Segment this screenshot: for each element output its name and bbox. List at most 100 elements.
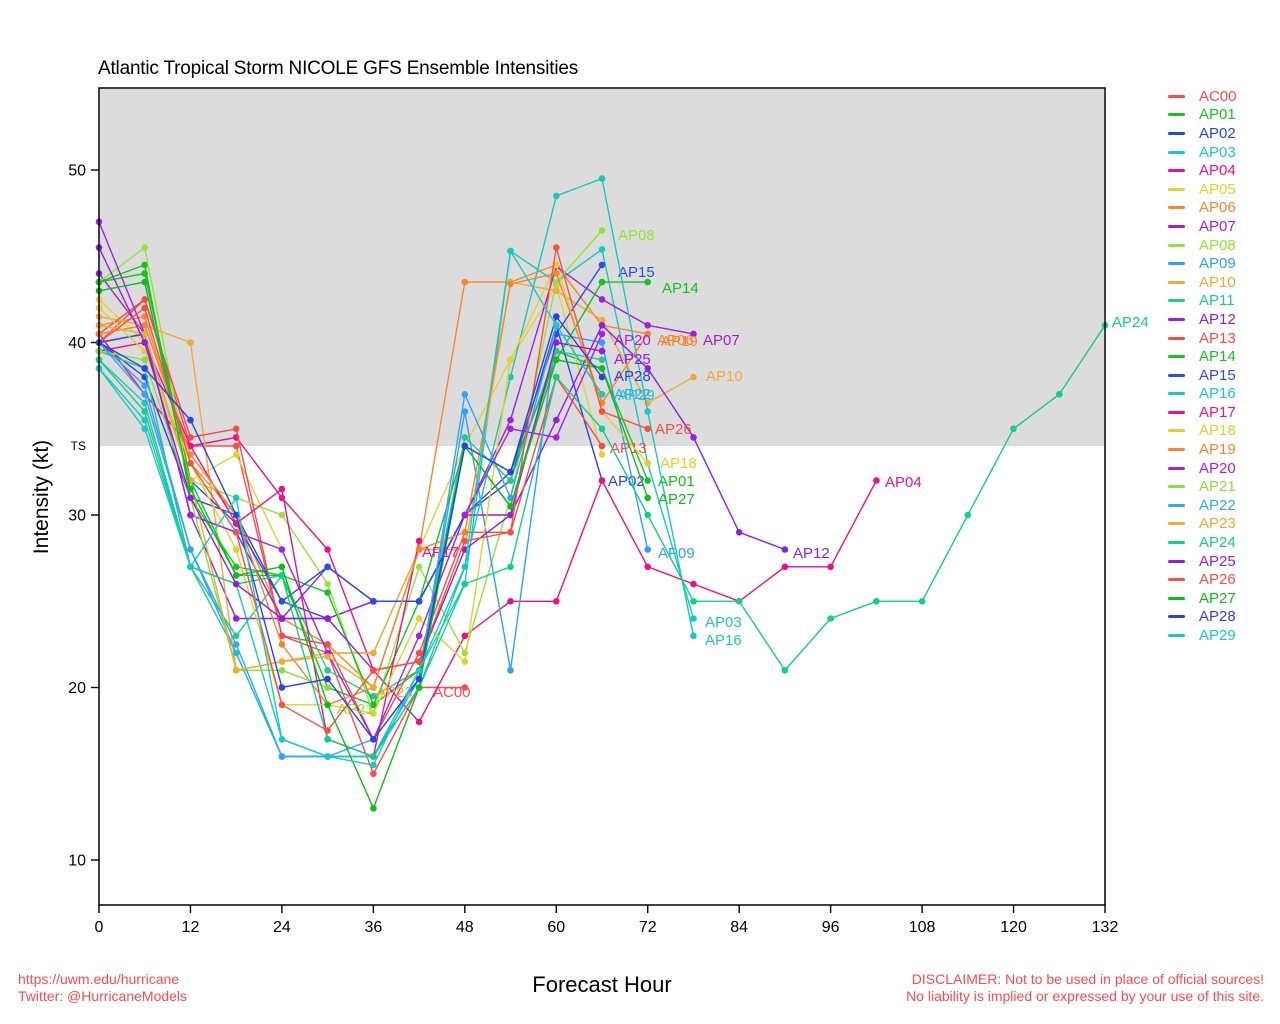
series-point-AP24 <box>370 753 377 760</box>
legend-item-AP11: AP11 <box>1168 292 1237 311</box>
legend-label-AP27: AP27 <box>1199 589 1236 607</box>
series-point-AP10 <box>187 339 194 346</box>
series-point-AP25 <box>598 347 606 355</box>
series-point-AP23 <box>324 653 331 660</box>
series-point-AP12 <box>553 416 560 424</box>
legend-label-AP19: AP19 <box>1199 441 1236 459</box>
disclaimer-line2: No liability is implied or expressed by … <box>906 988 1264 1004</box>
series-point-AP24 <box>553 373 560 381</box>
x-tick-label: 84 <box>730 919 748 936</box>
series-point-AP28 <box>507 468 514 476</box>
legend-swatch-AP18 <box>1168 429 1185 433</box>
series-point-AP20 <box>553 434 560 441</box>
series-point-AP23 <box>141 330 148 338</box>
series-point-AP22 <box>278 753 286 760</box>
legend-label-AP03: AP03 <box>1199 143 1236 161</box>
series-point-AP13 <box>141 296 148 303</box>
series-label-AP14: AP14 <box>662 280 699 297</box>
series-label-AP22: AP22 <box>614 386 651 403</box>
series-point-AP28 <box>324 675 331 683</box>
series-point-AP29 <box>370 761 377 769</box>
series-point-AC00 <box>232 442 240 450</box>
series-point-AP28 <box>187 416 194 424</box>
series-point-AP28 <box>553 313 560 320</box>
series-point-AP18 <box>553 261 560 269</box>
legend-item-AP01: AP01 <box>1168 106 1237 125</box>
series-point-AP27 <box>415 684 423 691</box>
series-point-AP08 <box>598 227 606 234</box>
series-point-AP23 <box>278 658 286 665</box>
legend-swatch-AP21 <box>1168 485 1185 489</box>
series-label-AP12: AP12 <box>793 545 830 562</box>
legend-swatch-AP07 <box>1168 224 1185 228</box>
series-label-AP04: AP04 <box>885 474 922 491</box>
series-point-AP19 <box>461 529 469 536</box>
series-point-AP18 <box>370 710 377 717</box>
series-point-AP15 <box>415 598 423 605</box>
series-point-AP27 <box>232 572 240 579</box>
series-label-AP20: AP20 <box>614 332 651 349</box>
legend-swatch-AP10 <box>1168 280 1185 284</box>
series-point-AP16 <box>690 632 697 640</box>
legend-label-AP11: AP11 <box>1199 292 1235 310</box>
series-point-AP24 <box>690 598 697 605</box>
series-point-AP29 <box>598 391 606 398</box>
legend-label-AP21: AP21 <box>1199 478 1236 496</box>
legend-swatch-AP29 <box>1168 634 1185 638</box>
x-axis-label: Forecast Hour <box>532 972 672 997</box>
legend-label-AP12: AP12 <box>1199 310 1236 328</box>
legend-item-AP02: AP02 <box>1168 124 1237 143</box>
legend-swatch-AP16 <box>1168 392 1185 396</box>
legend-item-AP10: AP10 <box>1168 273 1237 292</box>
series-point-AP16 <box>553 192 560 200</box>
series-point-AP24 <box>918 598 926 605</box>
series-point-AP03 <box>598 246 606 253</box>
series-point-AP24 <box>507 563 514 571</box>
legend-swatch-AP24 <box>1168 541 1185 545</box>
series-point-AP13 <box>187 434 194 441</box>
series-point-AP04 <box>553 598 560 605</box>
legend-item-AC00: AC00 <box>1168 87 1237 106</box>
x-tick-label: 60 <box>547 919 565 936</box>
legend-label-AP18: AP18 <box>1199 422 1236 440</box>
series-point-AP29 <box>507 247 514 255</box>
series-point-AP18 <box>415 615 423 622</box>
series-point-AP24 <box>781 667 789 674</box>
legend-swatch-AP23 <box>1168 522 1185 526</box>
legend-item-AP13: AP13 <box>1168 329 1237 348</box>
legend-swatch-AP05 <box>1168 187 1185 191</box>
series-point-AP04 <box>415 718 423 726</box>
legend-item-AP05: AP05 <box>1168 180 1237 199</box>
legend-item-AP21: AP21 <box>1168 477 1237 496</box>
series-point-AP17 <box>278 485 286 493</box>
series-point-AP29 <box>415 667 423 674</box>
series-point-AP04 <box>324 546 331 553</box>
series-point-AP26 <box>461 537 469 545</box>
legend-item-AP26: AP26 <box>1168 570 1237 589</box>
series-label-AP24: AP24 <box>1112 314 1149 331</box>
series-point-AP24 <box>598 425 606 433</box>
legend-swatch-AP27 <box>1168 596 1185 600</box>
series-point-AP26 <box>507 529 514 536</box>
series-point-AP09 <box>507 667 514 674</box>
series-point-AP04 <box>598 477 606 484</box>
series-point-AP26 <box>370 667 377 674</box>
series-point-AP24 <box>1056 391 1063 398</box>
series-point-AP18 <box>461 658 469 665</box>
legend-item-AP23: AP23 <box>1168 515 1237 534</box>
legend-swatch-AP15 <box>1168 373 1185 377</box>
series-point-AP26 <box>141 304 148 312</box>
legend-swatch-AP25 <box>1168 559 1185 563</box>
series-label-AP15: AP15 <box>618 264 655 281</box>
legend: AC00 AP01 AP02 AP03 AP04 AP05 AP06 AP07 AP08 AP09… <box>1168 87 1237 645</box>
series-point-AP25 <box>507 511 514 519</box>
series-point-AP11 <box>507 477 514 484</box>
series-point-AP29 <box>141 425 148 433</box>
series-point-AP13 <box>598 442 606 450</box>
legend-item-AP14: AP14 <box>1168 347 1237 366</box>
y-axis-label: Intensity (kt) <box>30 439 53 555</box>
series-point-AP01 <box>644 477 651 484</box>
series-point-AP15 <box>370 598 377 605</box>
series-point-AP11 <box>598 356 606 364</box>
series-point-AP25 <box>141 339 148 346</box>
